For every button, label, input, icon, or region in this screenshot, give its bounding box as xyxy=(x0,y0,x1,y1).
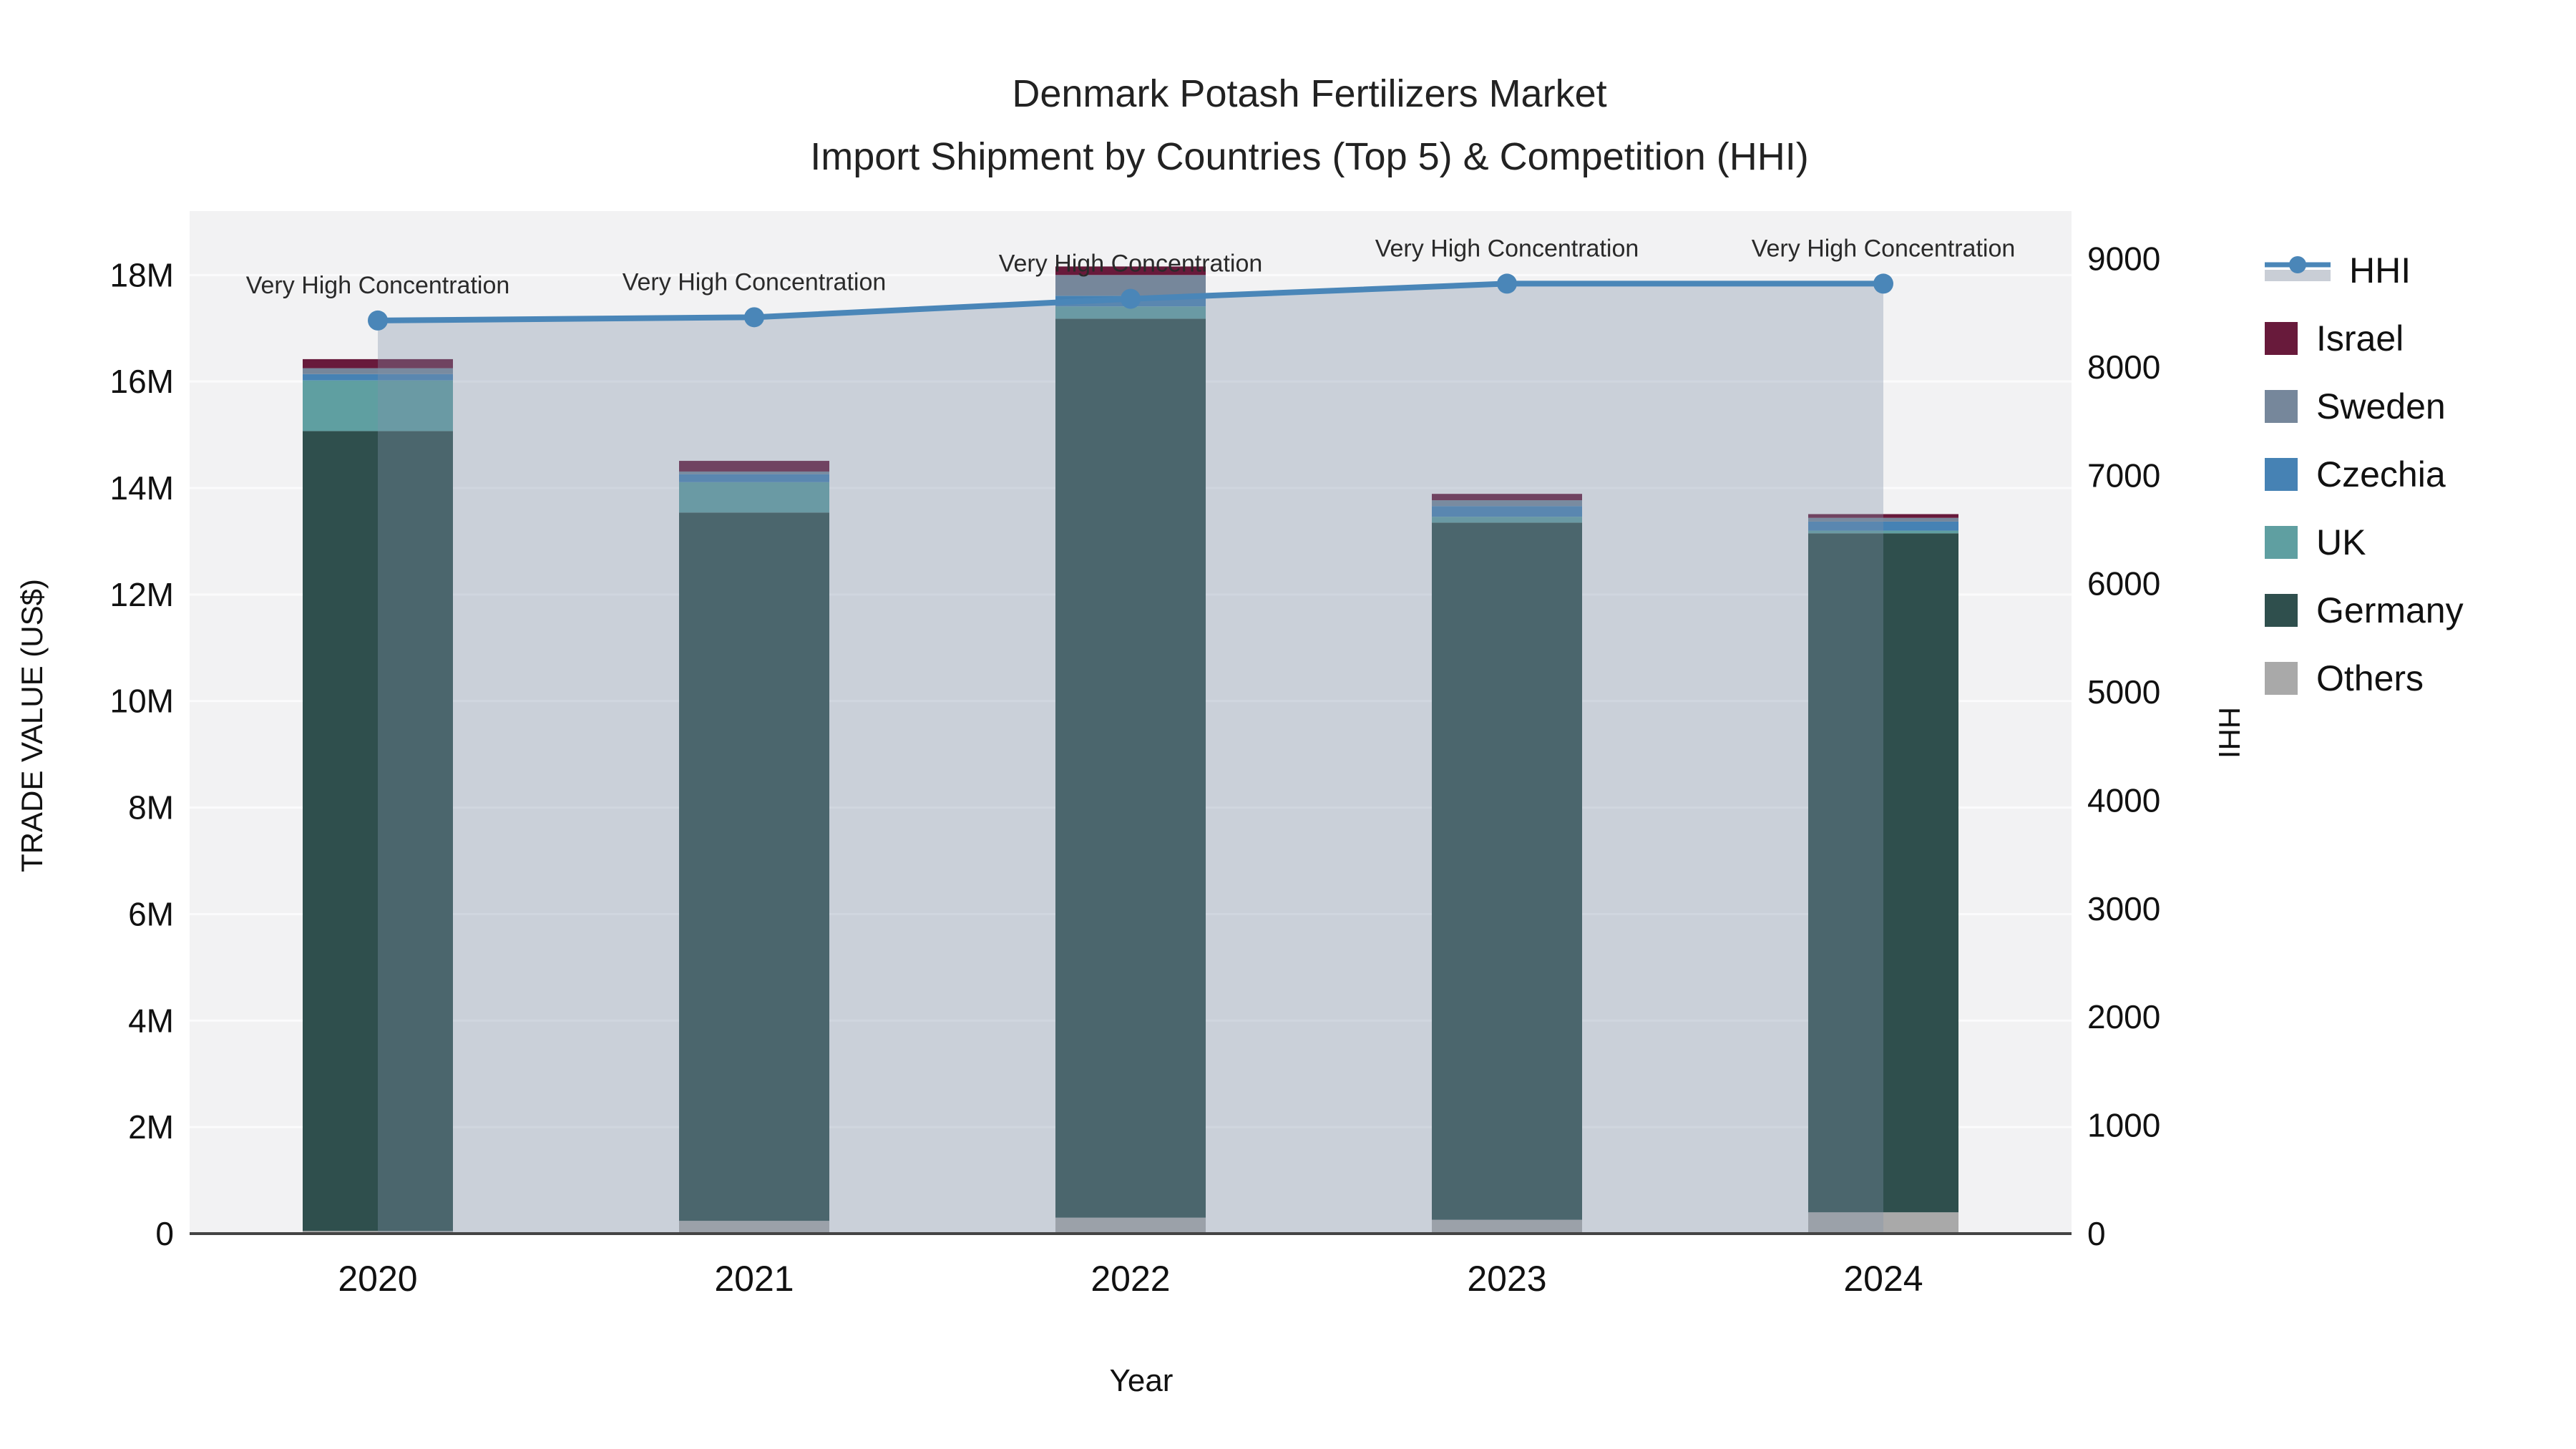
legend-label-uk: UK xyxy=(2316,522,2366,562)
hhi-marker-2022[interactable] xyxy=(1121,288,1141,309)
bar-segment-czechia-2024[interactable] xyxy=(1808,521,1958,531)
legend: HHI Israel Sweden Czechia UK Germany Others xyxy=(2265,236,2464,712)
x-axis-title: Year xyxy=(1109,1363,1174,1398)
bar-segment-others-2021[interactable] xyxy=(679,1221,829,1234)
legend-label-sweden: Sweden xyxy=(2316,386,2446,426)
legend-item-germany[interactable]: Germany xyxy=(2265,576,2464,644)
legend-label-czechia: Czechia xyxy=(2316,454,2446,494)
annotation-2021: Very High Concentration xyxy=(623,268,887,296)
bar-segment-czechia-2021[interactable] xyxy=(679,474,829,482)
legend-item-others[interactable]: Others xyxy=(2265,644,2464,712)
legend-swatch-czechia xyxy=(2265,457,2298,491)
y-right-tick-5000: 5000 xyxy=(2087,673,2160,711)
bar-segment-israel-2023[interactable] xyxy=(1432,494,1582,501)
y-left-tick-16M: 16M xyxy=(110,363,174,400)
bar-segment-uk-2023[interactable] xyxy=(1432,517,1582,523)
legend-swatch-germany xyxy=(2265,593,2298,627)
bar-segment-others-2022[interactable] xyxy=(1055,1217,1206,1234)
legend-swatch-israel xyxy=(2265,321,2298,355)
bar-segment-uk-2021[interactable] xyxy=(679,482,829,513)
legend-item-czechia[interactable]: Czechia xyxy=(2265,440,2464,508)
bar-segment-germany-2023[interactable] xyxy=(1432,522,1582,1220)
bar-segment-israel-2022[interactable] xyxy=(1055,266,1206,275)
legend-item-uk[interactable]: UK xyxy=(2265,508,2464,576)
bar-segment-sweden-2020[interactable] xyxy=(303,368,453,374)
y-left-axis-title: TRADE VALUE (US$) xyxy=(15,579,49,872)
y-right-tick-8000: 8000 xyxy=(2087,348,2160,386)
legend-label-others: Others xyxy=(2316,658,2424,698)
annotation-2024: Very High Concentration xyxy=(1752,235,2016,262)
bar-segment-israel-2024[interactable] xyxy=(1808,514,1958,518)
x-tick-2021: 2021 xyxy=(714,1259,794,1299)
y-right-tick-3000: 3000 xyxy=(2087,890,2160,927)
bar-segment-uk-2024[interactable] xyxy=(1808,530,1958,534)
y-left-tick-8M: 8M xyxy=(128,789,174,826)
x-tick-2022: 2022 xyxy=(1091,1259,1170,1299)
annotation-2022: Very High Concentration xyxy=(999,250,1263,278)
hhi-marker-2020[interactable] xyxy=(368,310,388,331)
y-left-tick-0: 0 xyxy=(155,1215,174,1252)
x-tick-2023: 2023 xyxy=(1467,1259,1546,1299)
y-left-tick-14M: 14M xyxy=(110,469,174,507)
bar-segment-germany-2021[interactable] xyxy=(679,512,829,1221)
legend-swatch-others xyxy=(2265,661,2298,695)
legend-swatch-sweden xyxy=(2265,389,2298,423)
y-right-axis-title: HHI xyxy=(2212,706,2246,759)
y-right-tick-7000: 7000 xyxy=(2087,457,2160,494)
y-right-tick-4000: 4000 xyxy=(2087,781,2160,819)
y-right-tick-1000: 1000 xyxy=(2087,1107,2160,1144)
hhi-area-fill xyxy=(378,283,1883,1234)
y-right-tick-9000: 9000 xyxy=(2087,240,2160,278)
legend-label-germany: Germany xyxy=(2316,590,2464,630)
y-left-tick-10M: 10M xyxy=(110,683,174,720)
y-left-tick-2M: 2M xyxy=(128,1108,174,1146)
y-left-tick-18M: 18M xyxy=(110,256,174,293)
bar-segment-czechia-2020[interactable] xyxy=(303,374,453,381)
annotation-2020: Very High Concentration xyxy=(246,272,510,299)
legend-item-sweden[interactable]: Sweden xyxy=(2265,372,2464,440)
hhi-marker-2021[interactable] xyxy=(744,307,764,328)
bar-segment-sweden-2023[interactable] xyxy=(1432,500,1582,507)
legend-label-israel: Israel xyxy=(2316,318,2404,358)
chart-title-line2: Import Shipment by Countries (Top 5) & C… xyxy=(810,135,1809,178)
annotation-2023: Very High Concentration xyxy=(1375,235,1639,262)
legend-label-hhi: HHI xyxy=(2349,250,2411,291)
legend-item-hhi[interactable]: HHI xyxy=(2265,236,2464,304)
bar-segment-others-2024[interactable] xyxy=(1808,1212,1958,1234)
chart-title-line1: Denmark Potash Fertilizers Market xyxy=(1012,72,1607,115)
y-right-tick-2000: 2000 xyxy=(2087,998,2160,1035)
bar-segment-israel-2020[interactable] xyxy=(303,358,453,369)
hhi-marker-2024[interactable] xyxy=(1873,273,1893,294)
bar-segment-israel-2021[interactable] xyxy=(679,461,829,472)
bar-segment-germany-2022[interactable] xyxy=(1055,318,1206,1218)
bar-segment-germany-2024[interactable] xyxy=(1808,533,1958,1213)
y-right-tick-0: 0 xyxy=(2087,1215,2106,1252)
x-tick-2024: 2024 xyxy=(1843,1259,1923,1299)
hhi-marker-2023[interactable] xyxy=(1497,273,1517,294)
y-left-tick-12M: 12M xyxy=(110,576,174,613)
bar-segment-sweden-2021[interactable] xyxy=(679,471,829,474)
y-right-tick-6000: 6000 xyxy=(2087,565,2160,602)
bar-segment-czechia-2023[interactable] xyxy=(1432,506,1582,517)
x-tick-2020: 2020 xyxy=(338,1259,417,1299)
bar-segment-others-2023[interactable] xyxy=(1432,1219,1582,1234)
bar-segment-sweden-2024[interactable] xyxy=(1808,517,1958,522)
bar-segment-uk-2020[interactable] xyxy=(303,380,453,431)
y-left-tick-6M: 6M xyxy=(128,895,174,932)
legend-item-israel[interactable]: Israel xyxy=(2265,304,2464,372)
bar-segment-germany-2020[interactable] xyxy=(303,431,453,1231)
legend-hhi-line-sample xyxy=(2265,255,2331,281)
y-left-tick-4M: 4M xyxy=(128,1002,174,1039)
legend-swatch-uk xyxy=(2265,525,2298,559)
bar-segment-uk-2022[interactable] xyxy=(1055,306,1206,319)
